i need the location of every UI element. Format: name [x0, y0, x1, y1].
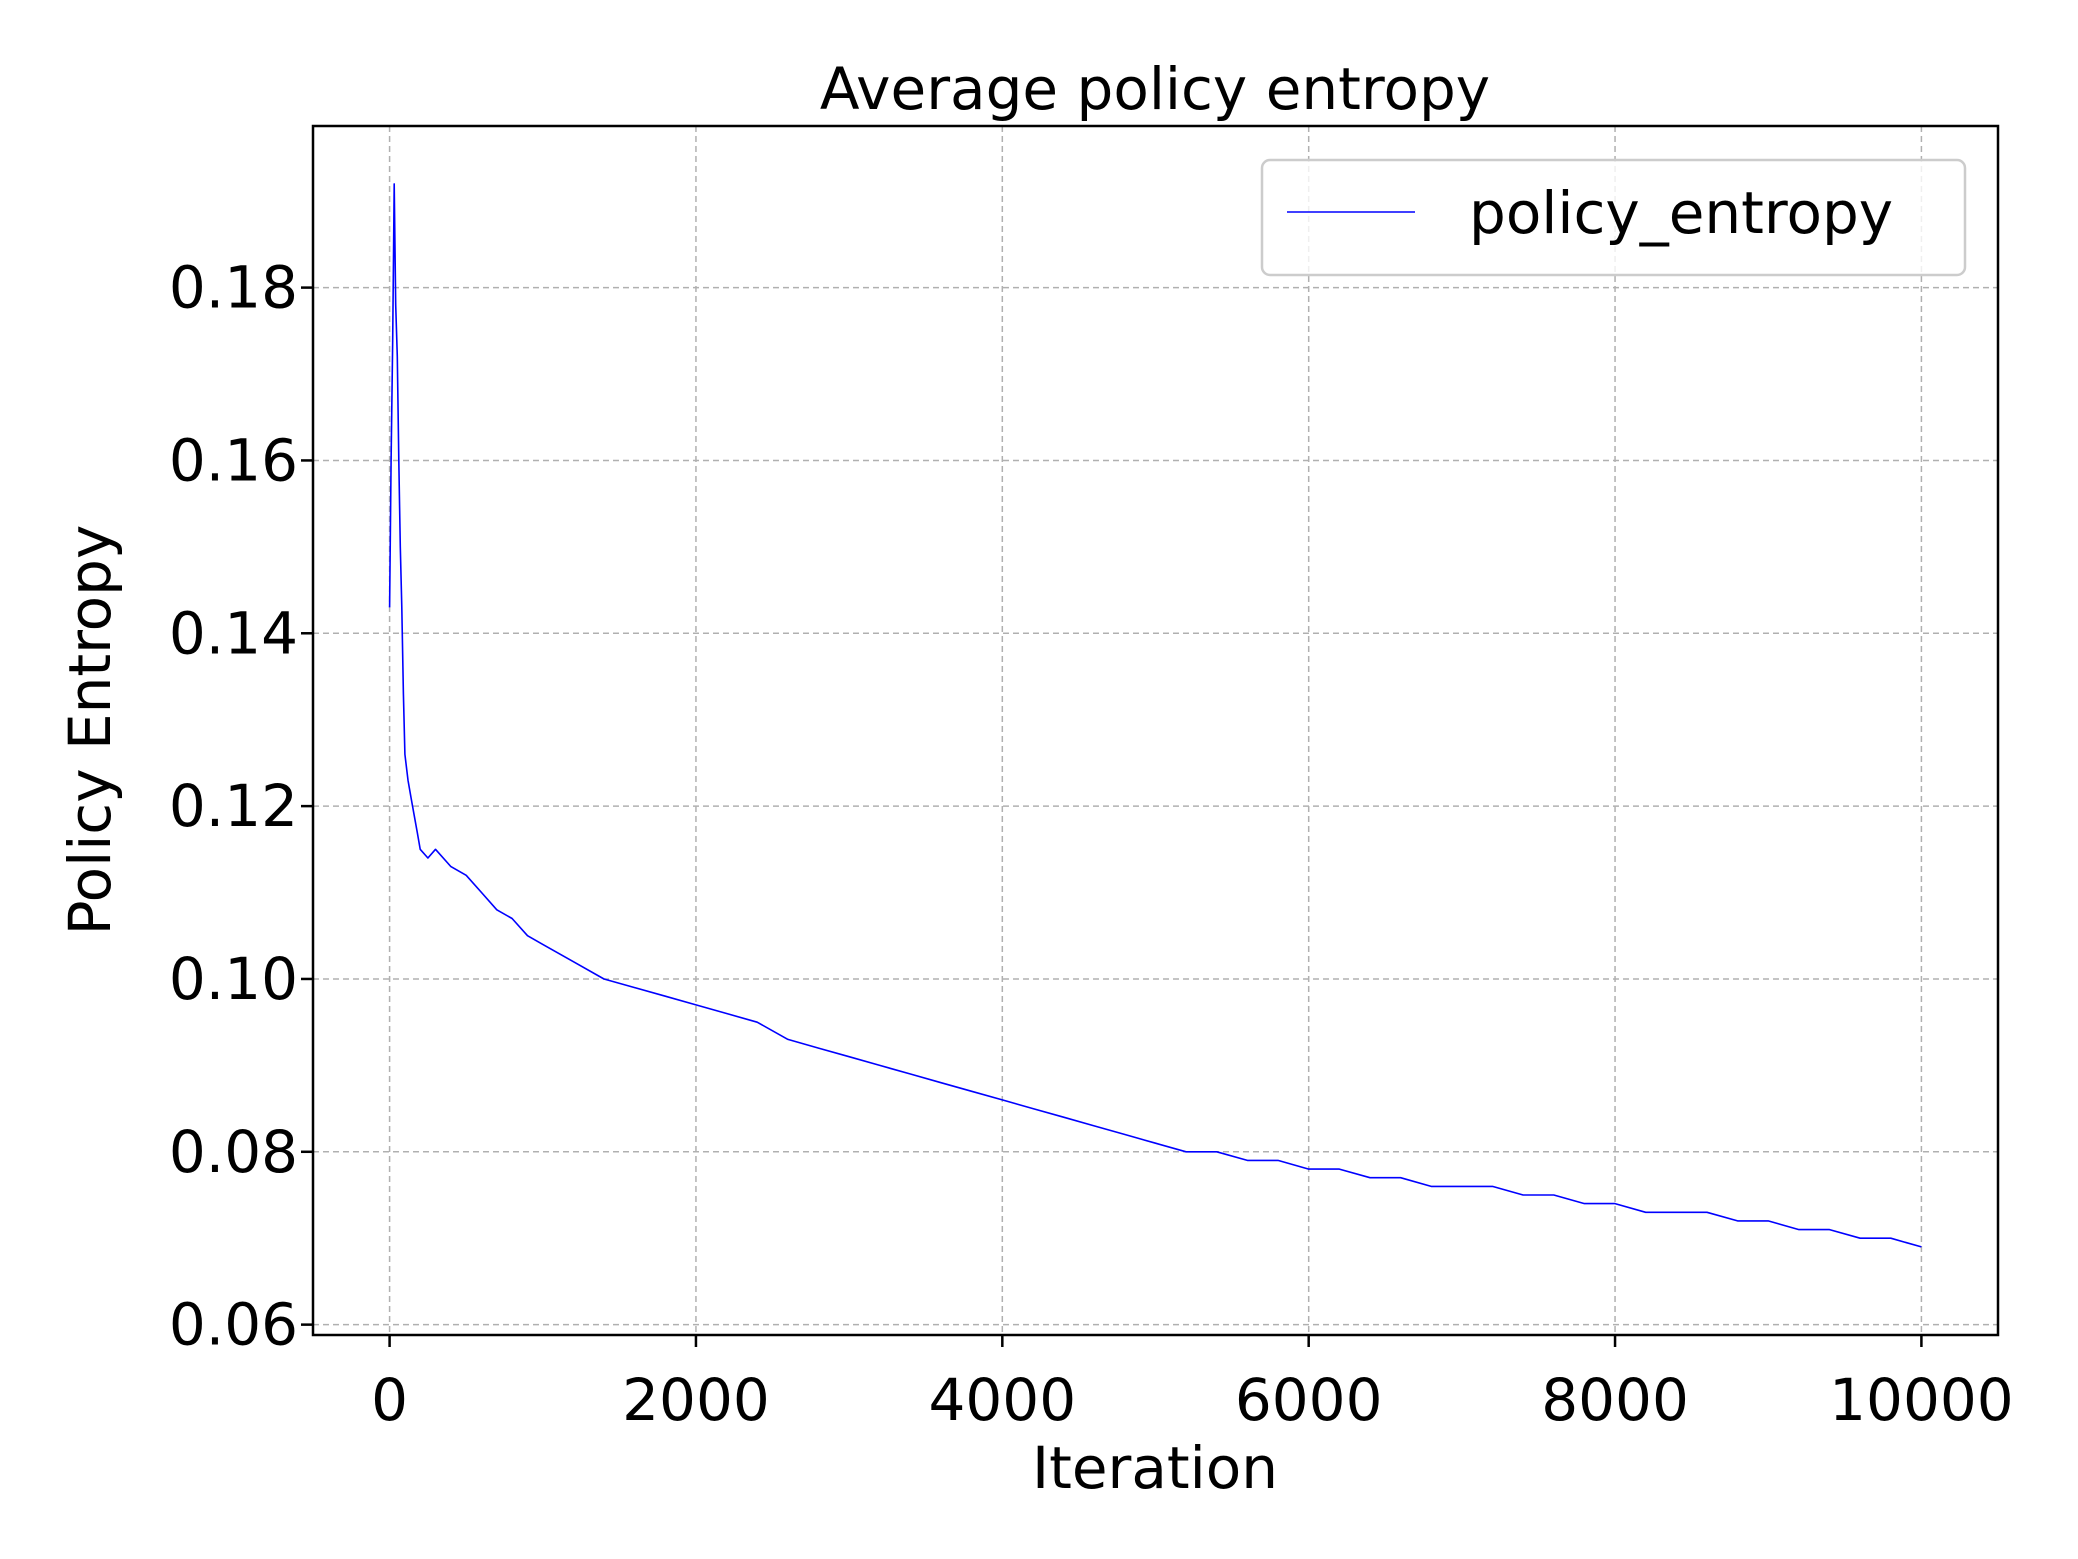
legend-box	[1260, 158, 1967, 277]
y-tick-label: 0.08	[169, 1118, 298, 1186]
y-axis: 0.06 0.08 0.10 0.12 0.14 0.16 0.18	[169, 254, 313, 1359]
y-tick-label: 0.12	[169, 772, 298, 840]
series-layer	[388, 183, 1922, 1248]
chart-title: Average policy entropy	[820, 55, 1490, 123]
x-axis-label: Iteration	[1032, 1434, 1278, 1502]
grid-lines	[313, 126, 1998, 1335]
y-tick-label: 0.06	[169, 1291, 298, 1359]
x-tick-label: 8000	[1541, 1366, 1689, 1434]
series-line-policy-entropy	[388, 183, 1922, 1248]
y-axis-label: Policy Entropy	[56, 525, 124, 936]
plot-frame	[311, 124, 2000, 1337]
x-axis: 0 2000 4000 6000 8000 10000	[371, 1335, 2014, 1434]
x-tick-label: 4000	[929, 1366, 1077, 1434]
y-tick-label: 0.16	[169, 426, 298, 494]
y-tick-label: 0.10	[169, 945, 298, 1013]
legend: policy_entropy	[1260, 158, 1967, 277]
y-tick-label: 0.14	[169, 599, 298, 667]
legend-label-policy-entropy: policy_entropy	[1469, 179, 1893, 247]
x-tick-label: 2000	[622, 1366, 770, 1434]
x-tick-label: 6000	[1235, 1366, 1383, 1434]
x-tick-label: 10000	[1829, 1366, 2014, 1434]
x-tick-label: 0	[371, 1366, 408, 1434]
y-tick-label: 0.18	[169, 254, 298, 322]
